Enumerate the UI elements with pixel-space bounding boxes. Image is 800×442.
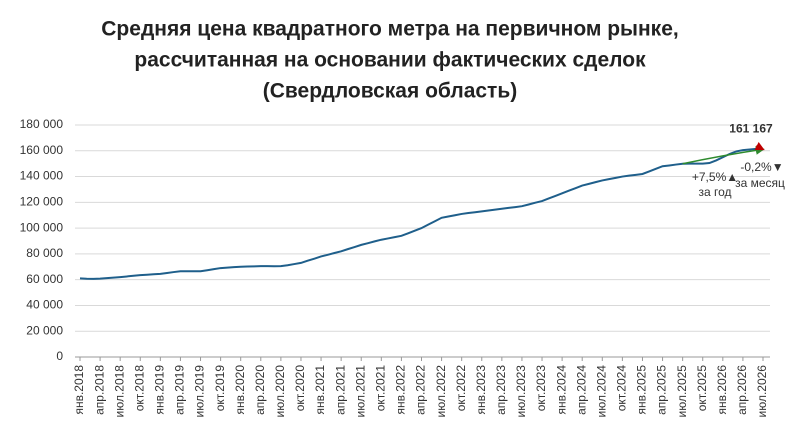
- x-tick-label: апр.2025: [655, 365, 669, 415]
- x-tick-label: июл.2019: [193, 365, 207, 418]
- x-tick-label: янв.2021: [313, 365, 327, 415]
- chart-title: Средняя цена квадратного метра на первич…: [101, 18, 678, 41]
- y-tick-label: 160 000: [20, 143, 64, 157]
- y-tick-label: 80 000: [26, 246, 63, 260]
- x-tick-label: янв.2025: [635, 365, 649, 415]
- y-tick-label: 60 000: [26, 272, 63, 286]
- y-tick-label: 100 000: [20, 220, 64, 234]
- x-tick-label: июл.2021: [353, 365, 367, 418]
- y-tick-label: 180 000: [20, 117, 64, 131]
- x-tick-label: апр.2026: [735, 365, 749, 415]
- x-tick-label: окт.2022: [454, 365, 468, 412]
- x-tick-label: апр.2018: [92, 365, 106, 415]
- x-tick-label: апр.2024: [574, 365, 588, 415]
- chart-title: (Свердловская область): [263, 80, 518, 103]
- x-tick-label: окт.2020: [293, 365, 307, 412]
- x-tick-label: окт.2023: [534, 365, 548, 412]
- year-arrow: [682, 145, 765, 165]
- x-tick-label: июл.2024: [594, 365, 608, 418]
- x-tick-label: апр.2019: [173, 365, 187, 415]
- x-tick-label: янв.2019: [153, 365, 167, 415]
- x-tick-label: июл.2026: [755, 365, 769, 418]
- x-tick-label: янв.2024: [554, 365, 568, 415]
- x-tick-label: окт.2025: [695, 365, 709, 412]
- y-tick-label: 40 000: [26, 298, 63, 312]
- x-tick-label: апр.2022: [414, 365, 428, 415]
- y-tick-label: 140 000: [20, 169, 64, 183]
- x-tick-label: окт.2019: [213, 365, 227, 412]
- x-tick-label: окт.2021: [373, 365, 387, 412]
- x-tick-label: янв.2023: [474, 365, 488, 415]
- y-tick-label: 0: [56, 349, 63, 363]
- y-tick-label: 120 000: [20, 195, 64, 209]
- x-tick-label: апр.2020: [253, 365, 267, 415]
- x-tick-label: июл.2020: [273, 365, 287, 418]
- x-tick-label: янв.2026: [715, 365, 729, 415]
- annotation: за месяц: [735, 176, 785, 190]
- x-tick-label: окт.2018: [132, 365, 146, 412]
- x-tick-label: янв.2022: [394, 365, 408, 415]
- value-label: 161 167: [729, 121, 773, 135]
- chart-title: рассчитанная на основании фактических сд…: [134, 49, 646, 72]
- x-tick-label: июл.2023: [514, 365, 528, 418]
- x-tick-label: июл.2018: [112, 365, 126, 418]
- x-tick-label: апр.2021: [333, 365, 347, 415]
- data-line: [79, 147, 764, 280]
- x-tick-label: янв.2020: [233, 365, 247, 415]
- month-arrow: [754, 141, 765, 151]
- x-tick-label: июл.2025: [675, 365, 689, 418]
- x-tick-label: окт.2024: [615, 365, 629, 412]
- x-tick-label: июл.2022: [434, 365, 448, 418]
- annotation: -0,2%▼: [740, 160, 783, 174]
- x-tick-label: апр.2023: [494, 365, 508, 415]
- y-tick-label: 20 000: [26, 323, 63, 337]
- annotation: за год: [698, 185, 731, 199]
- x-tick-label: янв.2018: [72, 365, 86, 415]
- annotation: +7,5%▲: [692, 170, 738, 184]
